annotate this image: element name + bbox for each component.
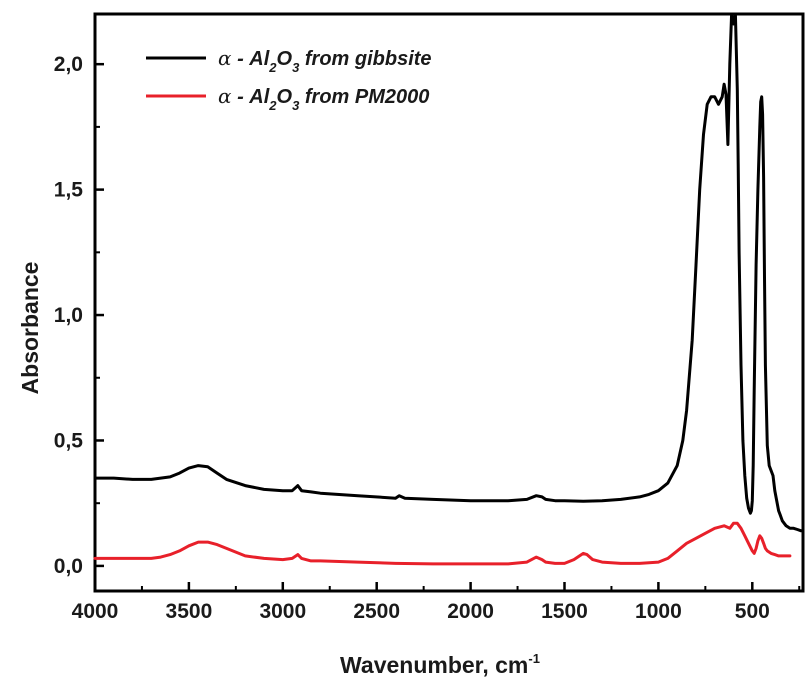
legend-pm2000-chem: Al: [248, 86, 269, 108]
legend-gibbsite-greek: α: [218, 46, 232, 70]
series-line-pm2000: [93, 521, 792, 566]
legend-gibbsite-sub1: 2: [268, 60, 277, 75]
legend: α - Al2O3 from gibbsite α - Al2O3 from P…: [146, 46, 432, 113]
legend-pm2000-sub2: 3: [292, 98, 300, 113]
ticks-layer: 4000 3500 3000 2500 2000 1500 1000 500 0,0 0,5 1,0…: [54, 53, 801, 623]
legend-gibbsite-chem: Al: [248, 48, 269, 70]
y-tick-label: 0,5: [54, 429, 84, 452]
legend-pm2000-chem2: O: [277, 86, 293, 108]
x-tick-label: 4000: [72, 600, 119, 623]
x-tick-label: 500: [735, 600, 770, 623]
y-axis-title: Absorbance: [17, 262, 43, 395]
legend-gibbsite-rest: from gibbsite: [299, 48, 431, 70]
legend-gibbsite-sub2: 3: [292, 60, 300, 75]
legend-entry-pm2000: α - Al2O3 from PM2000: [146, 84, 429, 113]
x-axis-title-main: Wavenumber, cm: [340, 652, 528, 678]
y-tick-label: 2,0: [54, 53, 83, 76]
legend-pm2000-greek: α: [218, 84, 232, 108]
legend-entry-gibbsite: α - Al2O3 from gibbsite: [146, 46, 432, 75]
y-tick-label: 1,0: [54, 304, 83, 327]
x-tick-label: 3500: [166, 600, 213, 623]
x-axis-title: Wavenumber, cm-1: [340, 651, 540, 678]
x-tick-label: 1500: [541, 600, 588, 623]
x-tick-label: 1000: [635, 600, 682, 623]
x-axis-title-superscript: -1: [528, 651, 540, 666]
x-tick-label: 3000: [259, 600, 306, 623]
legend-pm2000-dash: -: [232, 86, 250, 108]
y-tick-label: 0,0: [54, 555, 83, 578]
legend-label-gibbsite: α - Al2O3 from gibbsite: [218, 46, 432, 75]
series-layer: [93, 12, 805, 566]
plot-area-frame: [93, 12, 805, 593]
legend-gibbsite-chem2: O: [277, 48, 293, 70]
y-tick-label: 1,5: [54, 179, 84, 202]
legend-label-pm2000: α - Al2O3 from PM2000: [218, 84, 429, 113]
legend-pm2000-sub1: 2: [268, 98, 277, 113]
legend-pm2000-rest: from PM2000: [299, 86, 429, 108]
legend-gibbsite-dash: -: [232, 48, 250, 70]
x-tick-label: 2500: [353, 600, 400, 623]
x-tick-label: 2000: [447, 600, 494, 623]
series-line-gibbsite: [93, 12, 805, 533]
